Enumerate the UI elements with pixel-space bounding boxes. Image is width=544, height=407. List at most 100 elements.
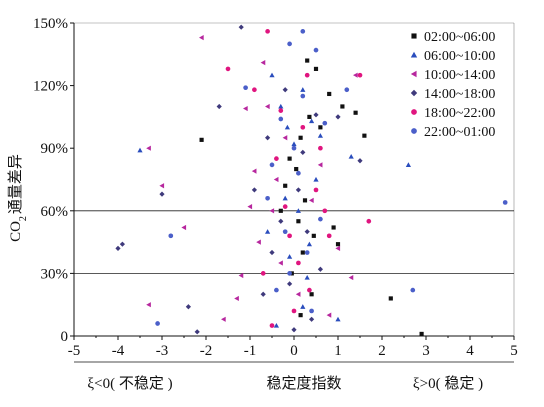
legend-label: 18:00~22:00 (424, 106, 495, 121)
data-point (410, 287, 416, 293)
data-point (247, 204, 253, 210)
data-point (273, 322, 279, 328)
y-tick-label: 90% (41, 141, 69, 157)
data-point (296, 219, 301, 224)
data-point (295, 291, 301, 297)
data-point (282, 195, 288, 201)
data-point (317, 133, 323, 138)
data-point (331, 225, 336, 230)
data-point (300, 124, 306, 130)
data-point (340, 104, 345, 109)
data-point (295, 208, 301, 213)
data-point (256, 239, 261, 245)
x-label-left: ξ<0( 不稳定 ) (87, 375, 172, 392)
data-point (304, 274, 310, 280)
data-point (159, 183, 165, 189)
data-point (302, 198, 308, 203)
data-point (146, 145, 151, 151)
data-point (357, 72, 363, 78)
data-point (181, 224, 187, 231)
data-point (251, 168, 257, 174)
data-point (234, 295, 239, 302)
data-point (335, 114, 341, 120)
x-tick-label: 0 (290, 343, 298, 359)
data-point (388, 296, 393, 301)
legend-label: 06:00~10:00 (424, 49, 495, 64)
legend: 02:00~06:00 06:00~10:00 10:00~14:00 14:00~1… (404, 26, 512, 144)
data-point (283, 183, 288, 188)
x-tick-label: -2 (200, 343, 213, 359)
data-point (353, 72, 358, 78)
data-point (300, 304, 306, 309)
data-point (300, 29, 306, 34)
data-point (260, 271, 266, 276)
series-points (199, 58, 424, 336)
legend-marker (411, 128, 417, 134)
data-point (357, 158, 363, 164)
data-point (294, 166, 299, 172)
data-point (327, 91, 332, 97)
legend-item: 18:00~22:00 (411, 106, 495, 121)
data-points (115, 24, 508, 336)
legend-marker (411, 33, 417, 39)
data-point (296, 170, 301, 176)
series-points (146, 35, 358, 322)
data-point (309, 197, 314, 203)
data-point (221, 316, 226, 322)
data-point (159, 191, 165, 197)
grid-lines (74, 210, 514, 274)
y-tick-label: 0 (61, 329, 69, 345)
data-point (300, 149, 306, 155)
series-points (115, 24, 363, 335)
data-point (265, 103, 270, 110)
data-point (335, 245, 341, 251)
legend-marker (410, 70, 417, 78)
data-point (269, 249, 275, 256)
x-tick-label: -1 (244, 343, 257, 359)
series-points (155, 29, 508, 326)
data-point (265, 29, 270, 34)
data-point (344, 87, 350, 93)
y-tick-label: 60% (41, 204, 69, 220)
data-point (265, 135, 271, 141)
data-point (282, 87, 288, 93)
legend-box (404, 26, 512, 144)
legend-marker (411, 109, 417, 115)
data-point (278, 103, 284, 109)
data-point (326, 233, 332, 239)
x-label-right: ξ>0( 稳定 ) (413, 375, 483, 392)
data-point (243, 105, 248, 112)
data-point (287, 281, 293, 287)
data-point (326, 312, 332, 318)
data-point (243, 85, 248, 91)
data-point (309, 316, 315, 322)
data-point (238, 24, 244, 30)
legend-item: 22:00~01:00 (411, 125, 495, 140)
data-point (313, 187, 319, 193)
data-point (348, 274, 354, 281)
data-point (300, 93, 306, 99)
data-point (309, 308, 314, 314)
data-point (216, 103, 222, 110)
legend-item: 02:00~06:00 (411, 30, 495, 45)
data-point (251, 187, 257, 193)
data-point (296, 260, 301, 266)
data-point (137, 147, 143, 153)
data-point (119, 241, 125, 247)
data-point (287, 233, 292, 239)
data-point (260, 291, 266, 297)
data-point (322, 120, 328, 126)
data-point (168, 233, 174, 239)
data-point (185, 304, 191, 310)
x-label-center: 稳定度指数 (266, 375, 341, 392)
data-point (306, 241, 312, 247)
data-point (274, 156, 279, 161)
data-point (269, 208, 275, 214)
data-point (278, 208, 283, 213)
data-point (269, 162, 275, 168)
data-point (305, 58, 310, 63)
axis-labels: CO2通量差异 ξ<0( 不稳定 ) 稳定度指数 ξ>0( 稳定 ) (7, 154, 483, 392)
data-point (115, 245, 121, 251)
x-tick-label: 3 (422, 343, 430, 359)
